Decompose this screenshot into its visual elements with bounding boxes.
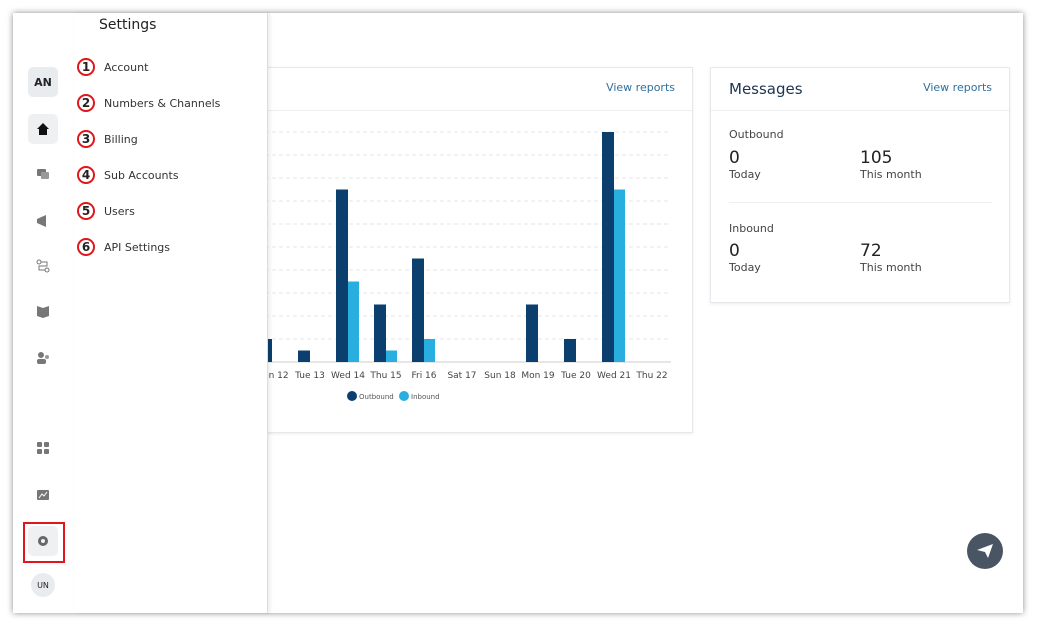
label: Inbound <box>729 222 774 235</box>
x-tick-label: Sat 17 <box>447 371 476 381</box>
legend-label: Inbound <box>411 393 440 401</box>
item-label: Users <box>104 204 135 218</box>
contacts-icon[interactable] <box>28 343 58 373</box>
bar <box>412 258 424 362</box>
x-tick-label: Fri 16 <box>411 371 436 381</box>
card-title: Messages <box>729 80 803 98</box>
menu-item[interactable]: 6 API Settings <box>77 236 170 258</box>
item-number: 3 <box>77 130 95 148</box>
label: This month <box>860 261 922 274</box>
megaphone-icon[interactable] <box>28 206 58 236</box>
item-number: 6 <box>77 238 95 256</box>
label: Today <box>729 168 761 181</box>
bar <box>424 339 435 362</box>
settings-panel: Settings 1 Account 2 Numbers & Channels 3 Bil… <box>75 13 268 613</box>
legend-swatch <box>347 391 357 401</box>
apps-icon[interactable] <box>28 433 58 463</box>
value: 0 <box>729 148 740 168</box>
label: Outbound <box>729 128 784 141</box>
item-label: Numbers & Channels <box>104 96 221 110</box>
highlight-box <box>23 522 65 563</box>
x-tick-label: Mon 19 <box>521 371 555 381</box>
bar <box>526 304 538 362</box>
legend-label: Outbound <box>359 393 394 401</box>
messages-card: Messages View reports Outbound 0 Today 1… <box>710 67 1010 303</box>
legend-swatch <box>399 391 409 401</box>
view-reports-link[interactable]: View reports <box>606 81 675 94</box>
book-icon[interactable] <box>28 296 58 326</box>
menu-item[interactable]: 4 Sub Accounts <box>77 164 179 186</box>
menu-item[interactable]: 2 Numbers & Channels <box>77 92 220 114</box>
menu-item[interactable]: 3 Billing <box>77 128 138 150</box>
item-label: Account <box>104 60 149 74</box>
bar <box>374 304 386 362</box>
avatar[interactable]: AN <box>28 67 58 97</box>
x-tick-label: Wed 14 <box>331 371 365 381</box>
analytics-icon[interactable] <box>28 480 58 510</box>
x-tick-label: Sun 18 <box>484 371 516 381</box>
flow-icon[interactable] <box>28 251 58 281</box>
item-number: 2 <box>77 94 95 112</box>
bar <box>564 339 576 362</box>
bar <box>348 281 359 362</box>
value: 72 <box>860 241 882 261</box>
user-avatar[interactable]: UN <box>31 573 55 597</box>
label: Today <box>729 261 761 274</box>
menu-item[interactable]: 1 Account <box>77 56 148 78</box>
value: 105 <box>860 148 893 168</box>
value: 0 <box>729 241 740 261</box>
item-label: Billing <box>104 132 138 146</box>
x-tick-label: Thu 22 <box>635 371 667 381</box>
sidebar: AN UN <box>13 13 76 613</box>
item-label: Sub Accounts <box>104 168 179 182</box>
home-icon[interactable] <box>28 114 58 144</box>
item-label: API Settings <box>104 240 171 254</box>
bar <box>298 350 310 362</box>
panel-title: Settings <box>99 17 157 33</box>
x-tick-label: Thu 15 <box>369 371 401 381</box>
x-tick-label: Mon 12 <box>255 371 288 381</box>
bar <box>336 189 348 362</box>
bar <box>602 132 614 362</box>
menu-item[interactable]: 5 Users <box>77 200 135 222</box>
x-tick-label: Wed 21 <box>597 371 631 381</box>
send-button[interactable] <box>967 533 1003 569</box>
bar <box>614 189 625 362</box>
label: This month <box>860 168 922 181</box>
item-number: 1 <box>77 58 95 76</box>
settings-icon[interactable] <box>28 526 58 556</box>
item-number: 4 <box>77 166 95 184</box>
send-icon <box>977 544 993 558</box>
chat-icon[interactable] <box>28 159 58 189</box>
x-tick-label: Tue 13 <box>294 371 325 381</box>
divider <box>711 110 1009 111</box>
item-number: 5 <box>77 202 95 220</box>
divider <box>151 110 692 111</box>
x-tick-label: Tue 20 <box>560 371 591 381</box>
bar <box>386 350 397 362</box>
view-reports-link[interactable]: View reports <box>923 81 992 94</box>
divider <box>729 202 992 203</box>
